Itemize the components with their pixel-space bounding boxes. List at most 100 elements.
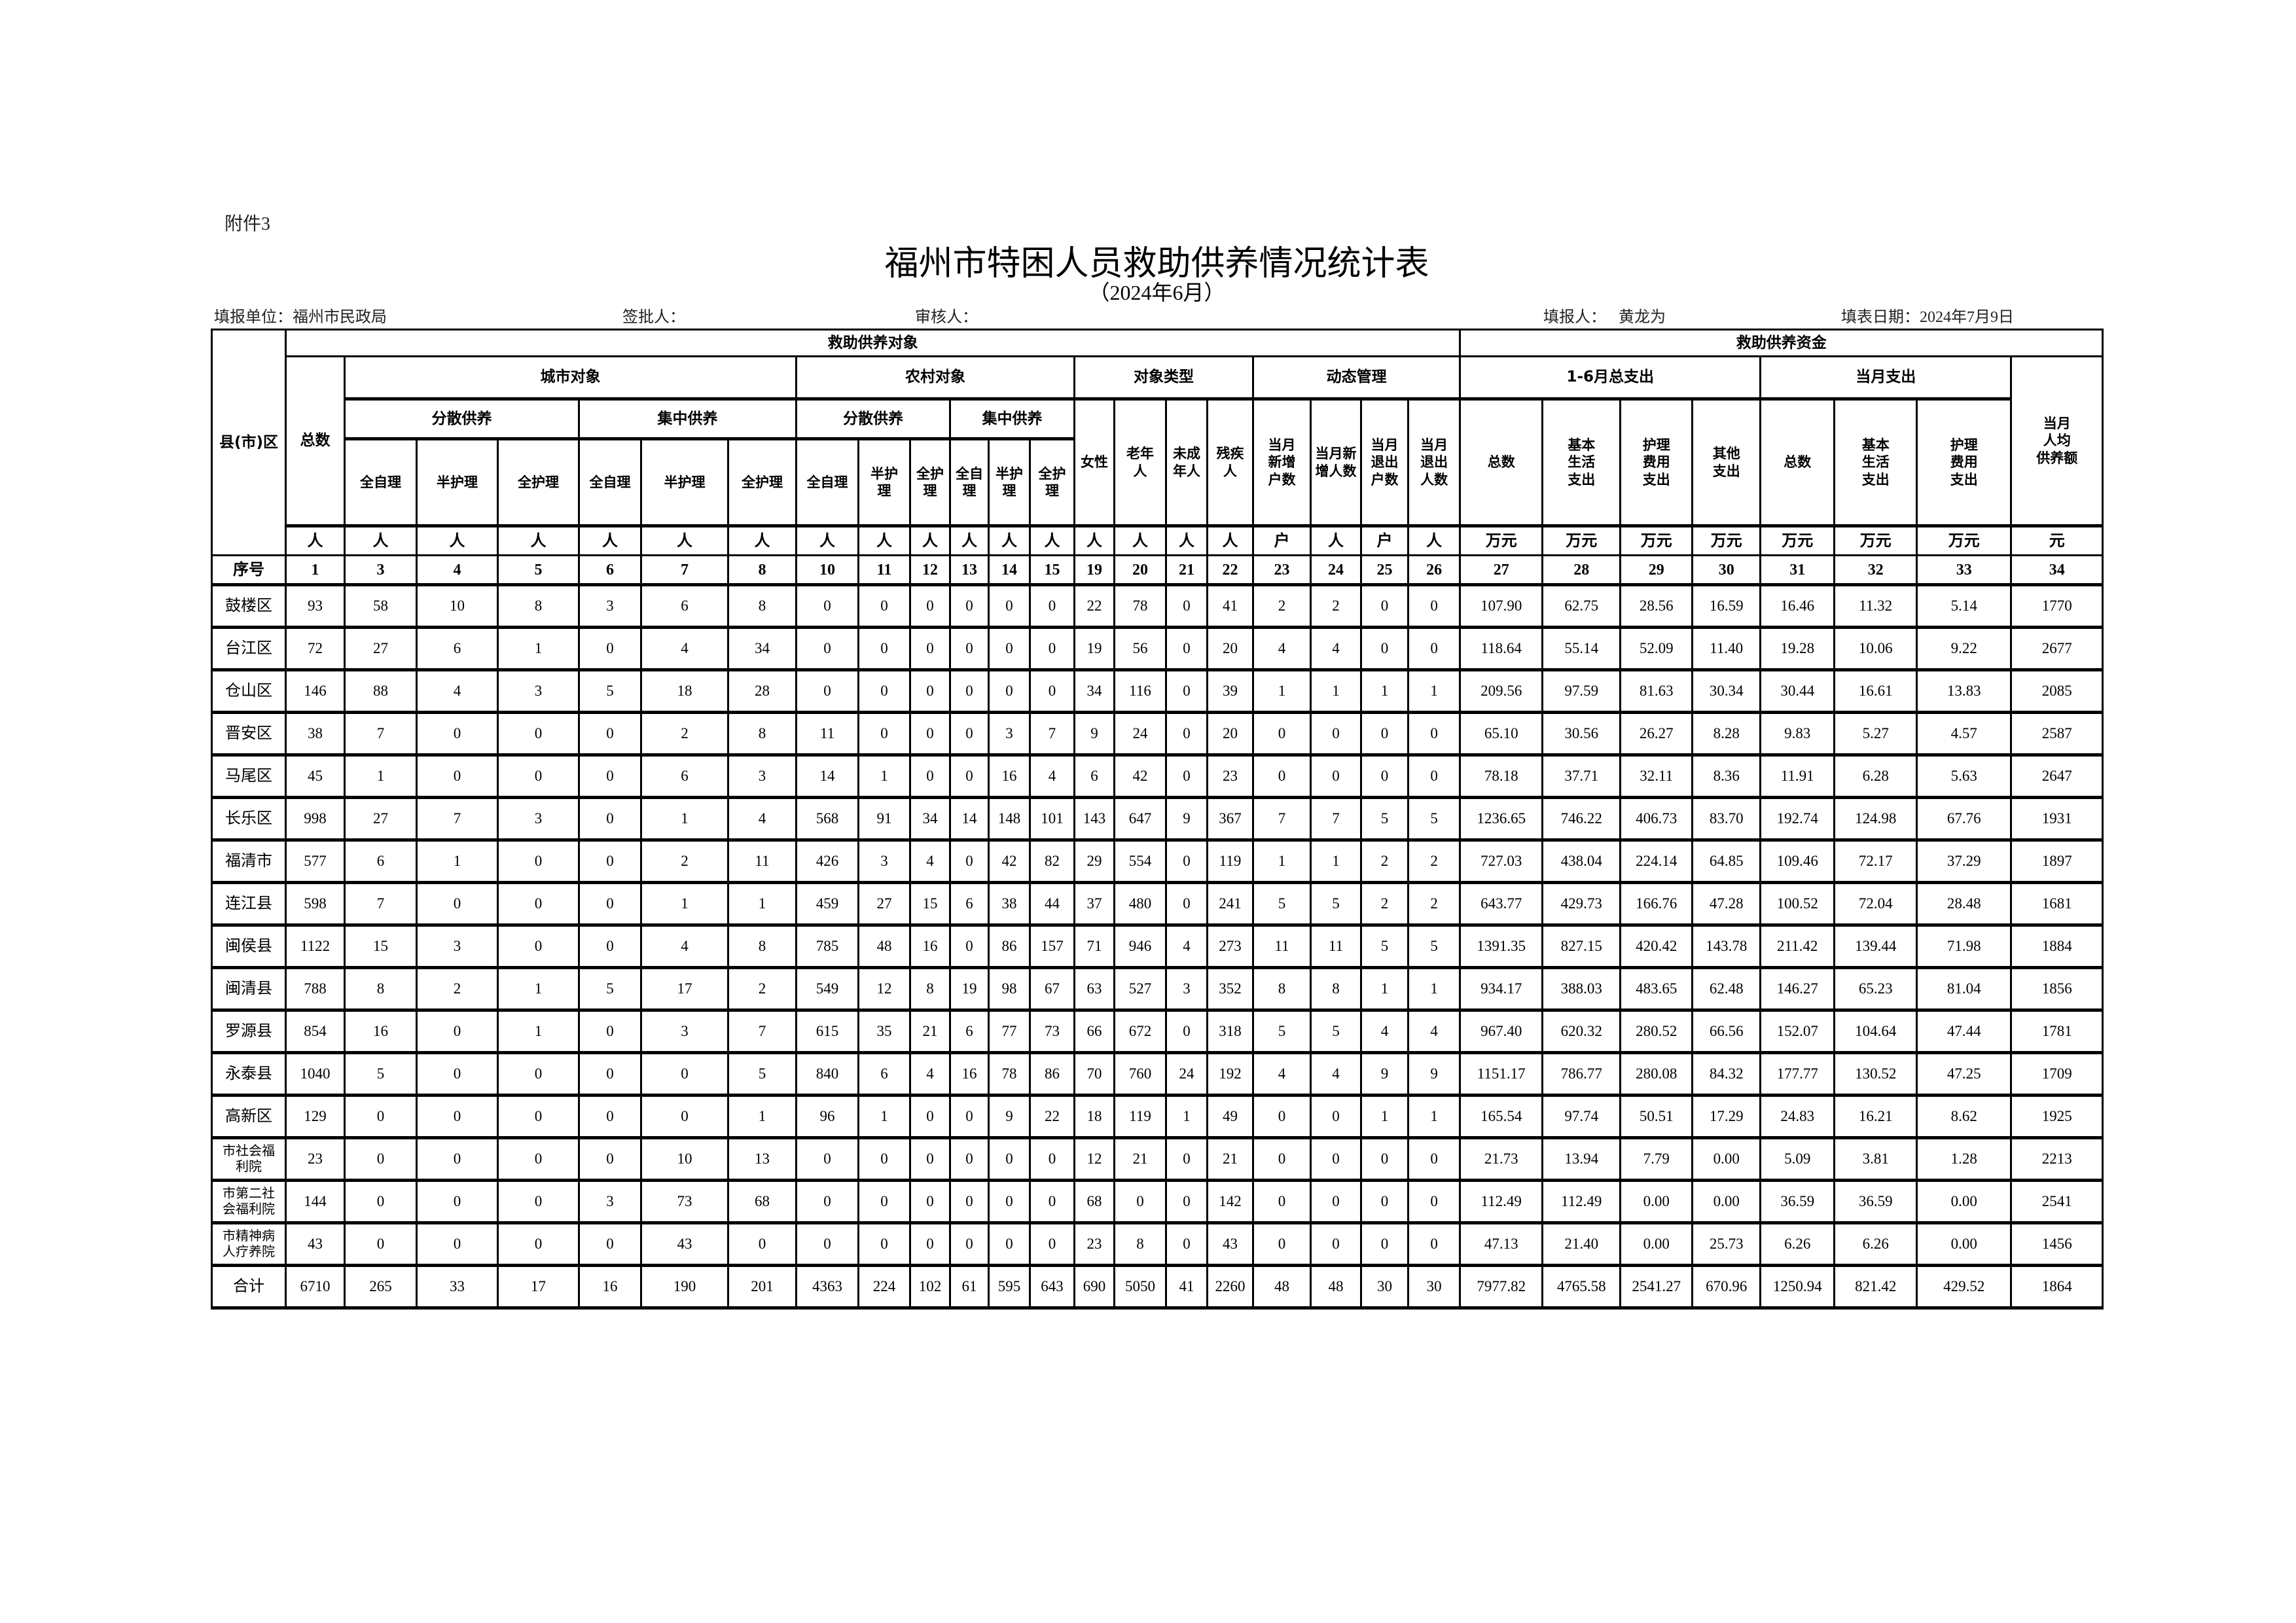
data-cell: 15	[344, 923, 418, 969]
data-cell: 615	[795, 1008, 859, 1054]
header-dynamic: 动态管理	[1251, 355, 1462, 400]
data-cell: 72	[285, 626, 346, 671]
table-row: 高新区 129 0 0 0 0 0 1 96 1 0 0 9 22 18 119 1 49 0 0 1 1 165.54 97…	[211, 1094, 2104, 1139]
data-cell: 0	[578, 923, 642, 969]
data-cell: 16	[578, 1264, 642, 1310]
data-cell: 3	[1165, 966, 1208, 1011]
data-cell: 598	[285, 881, 346, 926]
data-cell: 148	[988, 796, 1031, 841]
data-cell: 1	[727, 1094, 797, 1139]
data-cell: 2	[1407, 881, 1462, 926]
data-cell: 0	[1252, 753, 1312, 798]
header-f-total: 总数	[1459, 397, 1544, 527]
data-cell: 2541.27	[1619, 1264, 1694, 1310]
data-cell: 0	[1360, 1136, 1409, 1181]
data-cell: 7977.82	[1459, 1264, 1544, 1310]
data-cell: 0	[1360, 711, 1409, 756]
seq-cell: 22	[1206, 554, 1254, 586]
total-row: 合计 6710 265 33 17 16 190 201 4363 224 102 61 595 643 6…	[211, 1264, 2104, 1310]
seq-label: 序号	[211, 554, 287, 586]
seq-cell: 4	[416, 554, 499, 586]
data-cell: 760	[1113, 1051, 1167, 1096]
data-cell: 318	[1206, 1008, 1254, 1054]
header-new-households: 当月 新增 户数	[1252, 397, 1312, 527]
data-cell: 1	[1360, 1094, 1409, 1139]
data-cell: 42	[1113, 753, 1167, 798]
data-cell: 0	[795, 626, 859, 671]
data-cell: 3	[497, 668, 580, 713]
data-cell: 3.81	[1833, 1136, 1918, 1181]
data-cell: 102	[909, 1264, 951, 1310]
unit-cell: 人	[285, 524, 346, 556]
unit-cell: 万元	[1916, 524, 2013, 556]
data-cell: 16	[909, 923, 951, 969]
data-cell: 23	[285, 1136, 346, 1181]
header-rural-centralized: 集中供养	[949, 397, 1075, 440]
data-cell: 1	[857, 1094, 911, 1139]
filler-name: 黄龙为	[1619, 309, 1666, 326]
data-cell: 43	[1206, 1221, 1254, 1266]
data-cell: 0	[795, 1179, 859, 1224]
data-cell: 0	[1165, 711, 1208, 756]
data-cell: 2213	[2010, 1136, 2104, 1181]
data-cell: 67.76	[1916, 796, 2013, 841]
data-cell: 190	[640, 1264, 729, 1310]
header-leaf-8: 全护 理	[909, 437, 951, 527]
unit-cell: 人	[909, 524, 951, 556]
data-cell: 2	[1252, 583, 1312, 628]
data-cell: 480	[1113, 881, 1167, 926]
table-row: 连江县 598 7 0 0 0 1 1 459 27 15 6 38 44 37 480 0 241 5 5 2 2 643…	[211, 881, 2104, 926]
data-cell: 620.32	[1541, 1008, 1622, 1054]
data-cell: 0	[949, 626, 990, 671]
data-cell: 8.62	[1916, 1094, 2013, 1139]
header-urban: 城市对象	[344, 355, 797, 400]
data-cell: 549	[795, 966, 859, 1011]
data-cell: 0	[949, 753, 990, 798]
header-leaf-7: 半护 理	[857, 437, 911, 527]
data-cell: 2	[640, 838, 729, 883]
data-cell: 5	[1407, 796, 1462, 841]
data-cell: 0	[1165, 668, 1208, 713]
data-cell: 5.14	[1916, 583, 2013, 628]
header-leaf-5: 全护理	[727, 437, 797, 527]
data-cell: 66.56	[1691, 1008, 1762, 1054]
seq-cell: 15	[1029, 554, 1075, 586]
data-cell: 643.77	[1459, 881, 1544, 926]
data-cell: 17	[640, 966, 729, 1011]
data-cell: 554	[1113, 838, 1167, 883]
data-cell: 11.91	[1759, 753, 1836, 798]
header-f-other: 其他 支出	[1691, 397, 1762, 527]
data-cell: 21	[1113, 1136, 1167, 1181]
seq-cell: 20	[1113, 554, 1167, 586]
data-cell: 0	[497, 1094, 580, 1139]
seq-cell: 13	[949, 554, 990, 586]
seq-cell: 29	[1619, 554, 1694, 586]
data-cell: 29	[1073, 838, 1115, 883]
data-cell: 0	[497, 1179, 580, 1224]
data-cell: 18	[640, 668, 729, 713]
table-row: 台江区 72 27 6 1 0 4 34 0 0 0 0 0 0 19 56 0 20 4 4 0 0 118.64 55.1…	[211, 626, 2104, 671]
header-leaf-0: 全自理	[344, 437, 418, 527]
data-cell: 11	[1252, 923, 1312, 969]
data-cell: 1236.65	[1459, 796, 1544, 841]
header-urban-dispersed: 分散供养	[344, 397, 580, 440]
data-cell: 88	[344, 668, 418, 713]
data-cell: 0	[1252, 711, 1312, 756]
data-cell: 5	[1360, 923, 1409, 969]
data-cell: 13	[727, 1136, 797, 1181]
data-cell: 24	[1113, 711, 1167, 756]
unit-cell: 人	[497, 524, 580, 556]
data-cell: 0	[1113, 1179, 1167, 1224]
table-row: 市精神病 人疗养院 43 0 0 0 0 43 0 0 0 0 0 0 0 23 8 0 43 0 0 0 0 47.13 2…	[211, 1221, 2104, 1266]
data-cell: 8	[727, 583, 797, 628]
data-cell: 9	[988, 1094, 1031, 1139]
data-cell: 91	[857, 796, 911, 841]
data-cell: 37.29	[1916, 838, 2013, 883]
data-cell: 5	[1310, 1008, 1362, 1054]
data-cell: 1151.17	[1459, 1051, 1544, 1096]
data-cell: 37.71	[1541, 753, 1622, 798]
header-m-total: 总数	[1759, 397, 1836, 527]
region-name: 罗源县	[211, 1008, 287, 1054]
data-cell: 0	[1165, 583, 1208, 628]
seq-cell: 21	[1165, 554, 1208, 586]
